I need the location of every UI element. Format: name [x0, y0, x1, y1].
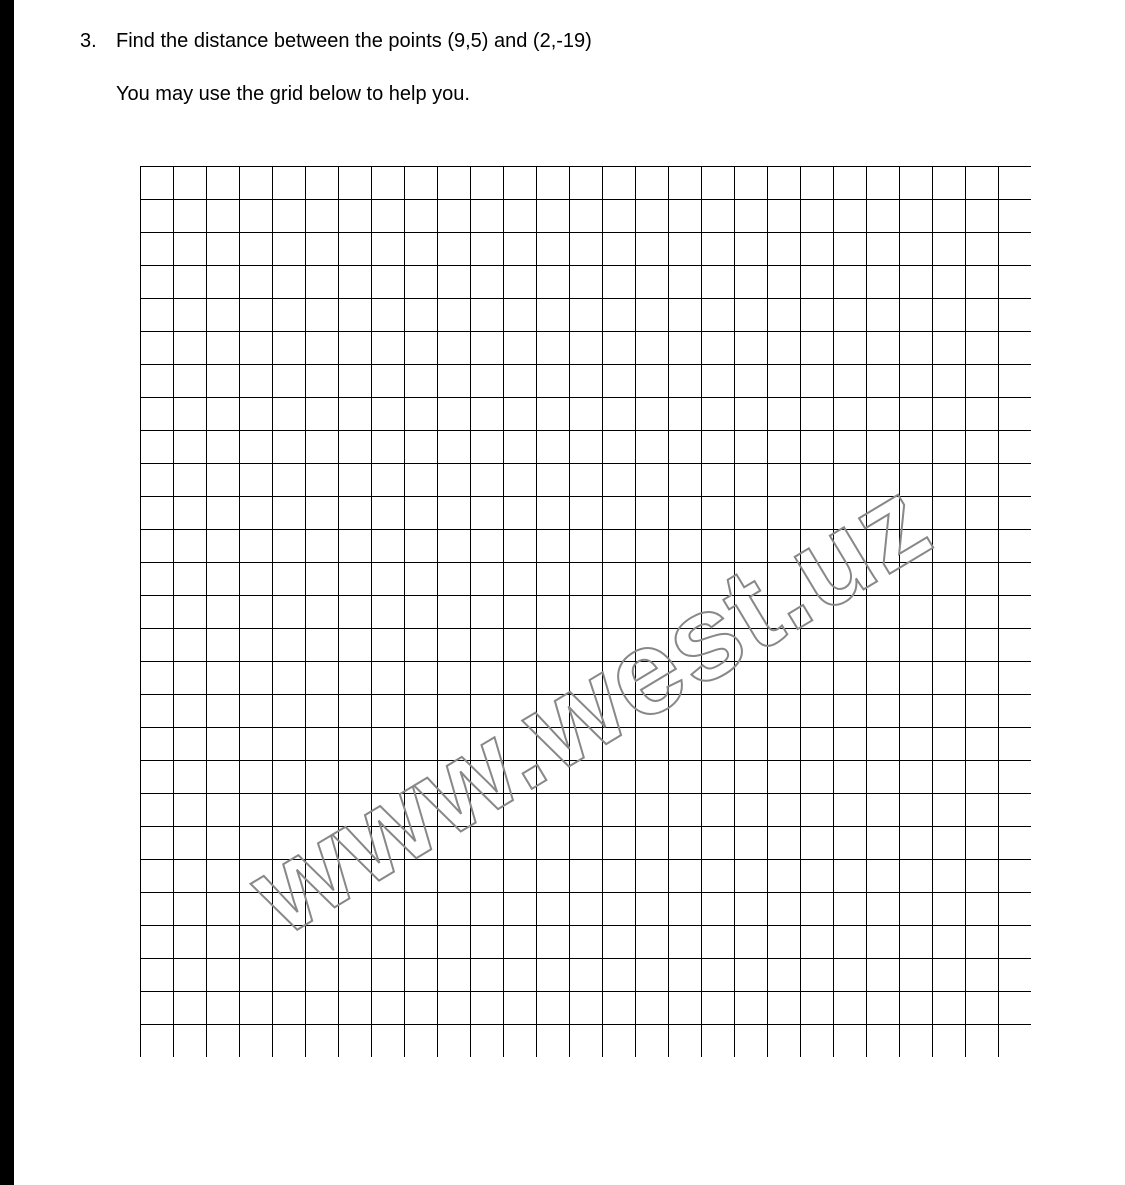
- question-block: 3. Find the distance between the points …: [80, 30, 1080, 1066]
- question-hint-row: You may use the grid below to help you.: [116, 83, 1080, 106]
- grid-svg: [140, 166, 1031, 1057]
- answer-grid: www.west.uz: [140, 166, 1040, 1066]
- question-row: 3. Find the distance between the points …: [80, 30, 1080, 53]
- page-left-bar: [0, 0, 14, 1185]
- question-number: 3.: [80, 30, 116, 53]
- question-hint: You may use the grid below to help you.: [116, 83, 1080, 106]
- question-text: Find the distance between the points (9,…: [116, 30, 592, 53]
